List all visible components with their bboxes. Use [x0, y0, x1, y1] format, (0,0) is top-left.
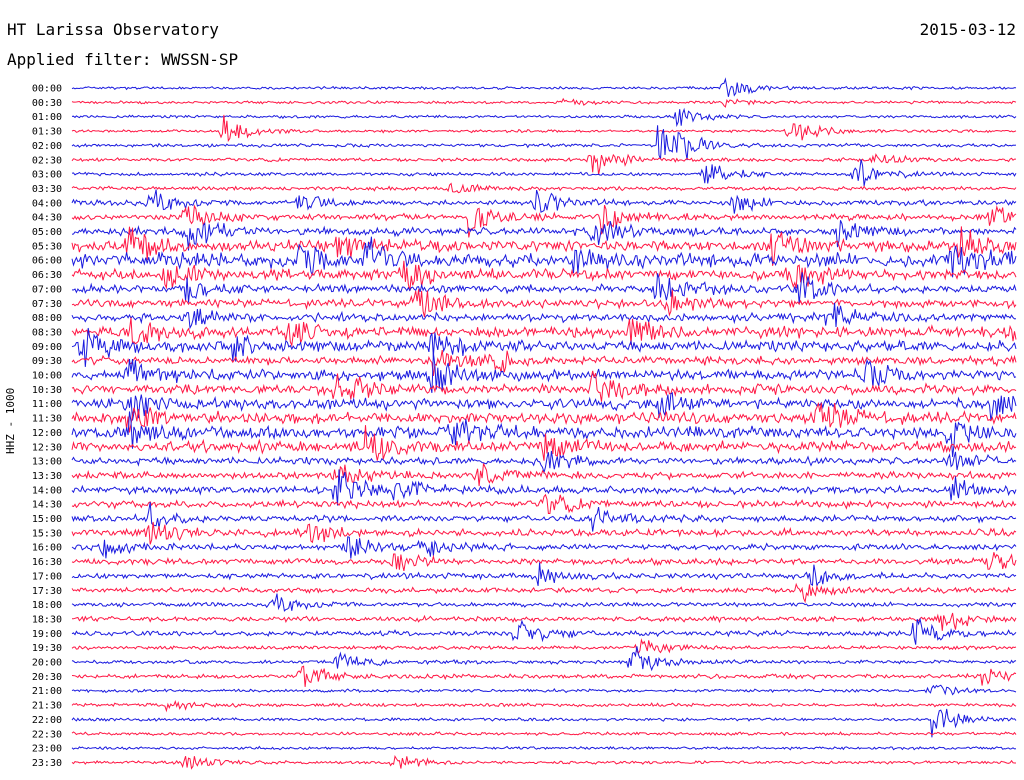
- seismic-trace: [71, 204, 1017, 238]
- seismic-trace: [71, 699, 1017, 713]
- time-tick-label: 19:30: [32, 643, 62, 654]
- seismic-trace: [71, 114, 1017, 143]
- seismic-trace: [71, 731, 1017, 737]
- time-tick-label: 02:00: [32, 141, 62, 152]
- time-tick-label: 05:30: [32, 241, 62, 252]
- seismic-trace: [71, 327, 1017, 367]
- time-tick-label: 04:00: [32, 198, 62, 209]
- seismic-trace: [71, 562, 1017, 588]
- seismic-trace: [71, 401, 1017, 433]
- time-tick-label: 00:00: [32, 84, 62, 95]
- time-tick-label: 20:30: [32, 672, 62, 683]
- seismic-trace: [72, 612, 1017, 631]
- seismic-trace: [71, 77, 1017, 97]
- seismic-trace: [71, 317, 1017, 348]
- time-tick-label: 08:30: [32, 327, 62, 338]
- seismic-trace: [71, 665, 1017, 687]
- time-tick-label: 08:00: [32, 313, 62, 324]
- time-tick-label: 15:30: [32, 528, 62, 539]
- seismic-trace: [71, 97, 1017, 108]
- time-tick-label: 14:00: [32, 485, 62, 496]
- seismic-trace: [71, 646, 1017, 672]
- time-tick-label: 20:00: [32, 658, 62, 669]
- seismic-trace: [71, 370, 1017, 402]
- seismic-trace: [71, 684, 1017, 696]
- seismic-trace: [71, 153, 1016, 175]
- seismic-trace: [71, 582, 1017, 604]
- filter-label: Applied filter: WWSSN-SP: [7, 50, 239, 69]
- time-tick-label: 17:30: [32, 586, 62, 597]
- seismic-trace: [71, 708, 1017, 738]
- time-tick-label: 10:30: [32, 385, 62, 396]
- seismic-trace: [71, 463, 1017, 487]
- seismic-trace: [71, 745, 1017, 751]
- seismic-trace: [71, 189, 1017, 214]
- time-tick-label: 07:30: [32, 299, 62, 310]
- seismic-trace: [71, 182, 1017, 194]
- time-tick-label: 03:00: [32, 170, 62, 181]
- time-tick-label: 18:00: [32, 600, 62, 611]
- time-tick-label: 18:30: [32, 614, 62, 625]
- time-tick-label: 10:00: [32, 371, 62, 382]
- time-tick-label: 09:30: [32, 356, 62, 367]
- seismic-trace: [71, 493, 1017, 514]
- time-tick-label: 17:00: [32, 571, 62, 582]
- time-tick-label: 23:30: [32, 758, 62, 769]
- time-tick-label: 21:00: [32, 686, 62, 697]
- time-tick-label: 16:00: [32, 543, 62, 554]
- record-date: 2015-03-12: [919, 20, 1016, 39]
- time-tick-label: 01:30: [32, 127, 62, 138]
- seismic-trace: [71, 352, 1017, 393]
- seismic-trace: [71, 350, 1017, 376]
- seismic-trace: [71, 226, 1017, 266]
- seismic-trace: [71, 502, 1017, 532]
- time-tick-label: 02:30: [32, 155, 62, 166]
- seismic-trace: [71, 755, 1016, 770]
- seismic-trace: [71, 552, 1017, 572]
- time-tick-label: 21:30: [32, 701, 62, 712]
- seismic-trace: [71, 125, 1017, 161]
- time-tick-label: 19:00: [32, 629, 62, 640]
- seismic-trace: [71, 536, 1017, 559]
- time-tick-label: 13:00: [32, 457, 62, 468]
- seismic-trace: [71, 107, 1017, 128]
- seismic-trace: [71, 302, 1017, 330]
- time-tick-label: 16:30: [32, 557, 62, 568]
- time-tick-label: 09:00: [32, 342, 62, 353]
- time-tick-label: 01:00: [32, 112, 62, 123]
- time-tick-label: 04:30: [32, 213, 62, 224]
- time-tick-label: 06:00: [32, 256, 62, 267]
- seismic-trace: [71, 236, 1017, 278]
- time-tick-label: 12:30: [32, 442, 62, 453]
- time-tick-label: 14:30: [32, 500, 62, 511]
- seismic-trace: [71, 521, 1017, 545]
- time-tick-label: 11:00: [32, 399, 62, 410]
- seismic-trace: [71, 159, 1017, 187]
- time-tick-label: 07:00: [32, 284, 62, 295]
- time-tick-label: 00:30: [32, 98, 62, 109]
- seismic-trace: [71, 617, 1017, 645]
- seismic-trace: [71, 260, 1017, 292]
- observatory-title: HT Larissa Observatory: [7, 20, 219, 39]
- seismic-trace: [71, 469, 1017, 506]
- time-tick-label: 03:30: [32, 184, 62, 195]
- time-tick-label: 06:30: [32, 270, 62, 281]
- seismic-trace: [71, 411, 1017, 457]
- seismic-trace: [71, 220, 1017, 251]
- time-tick-label: 22:00: [32, 715, 62, 726]
- seismic-trace: [71, 425, 1017, 461]
- time-tick-label: 11:30: [32, 414, 62, 425]
- time-tick-label: 23:00: [32, 744, 62, 755]
- seismic-trace: [71, 392, 1017, 421]
- seismic-trace: [71, 593, 1017, 612]
- seismic-trace: [71, 272, 1017, 304]
- time-tick-label: 05:00: [32, 227, 62, 238]
- seismic-trace: [71, 289, 1017, 318]
- time-tick-label: 12:00: [32, 428, 62, 439]
- time-tick-label: 22:30: [32, 729, 62, 740]
- seismic-trace: [71, 638, 1017, 655]
- time-tick-label: 13:30: [32, 471, 62, 482]
- time-tick-label: 15:00: [32, 514, 62, 525]
